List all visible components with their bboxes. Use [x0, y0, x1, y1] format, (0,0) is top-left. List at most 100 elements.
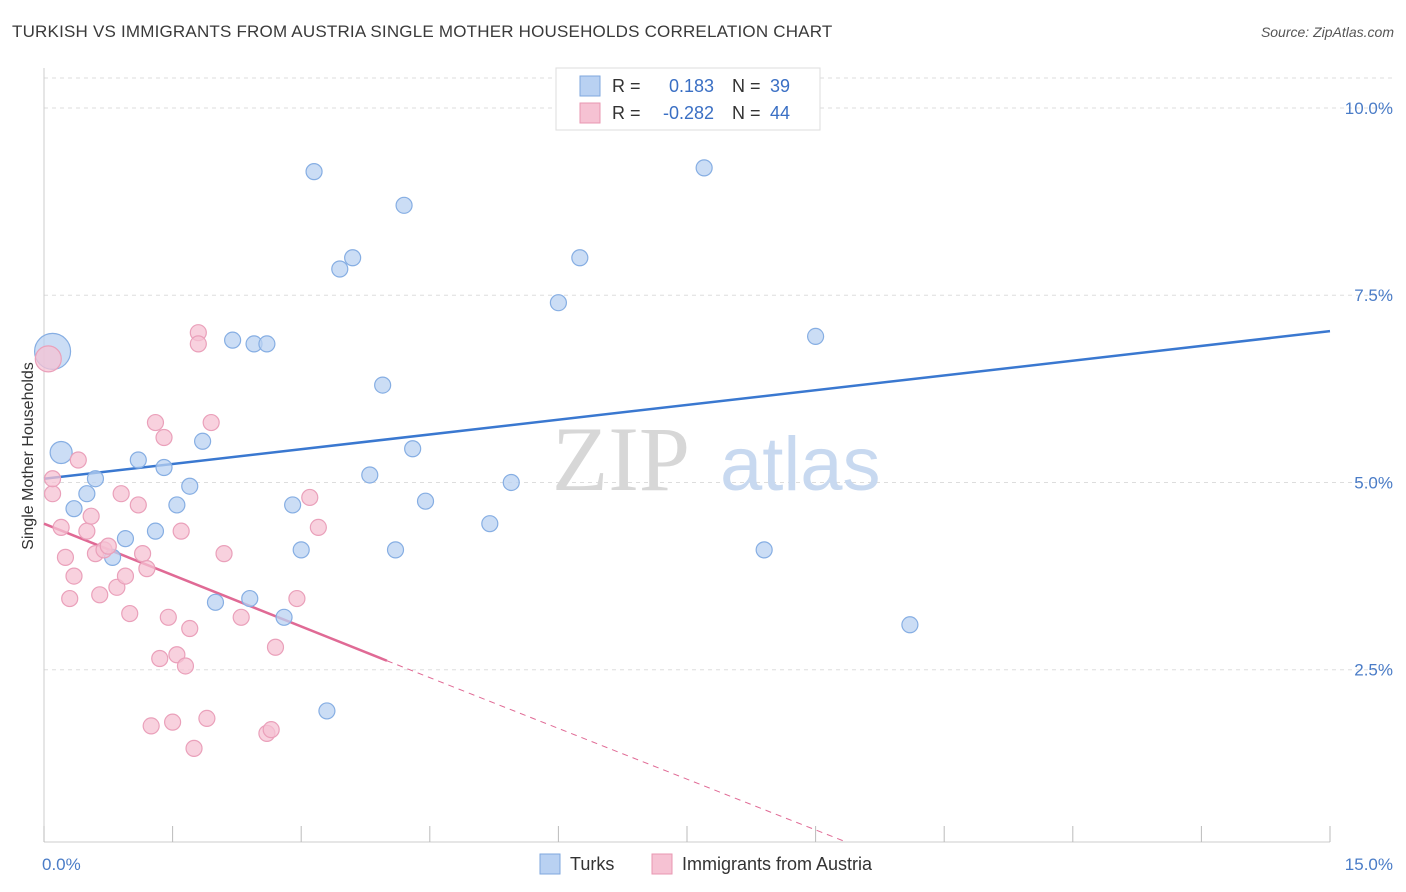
data-point — [198, 709, 216, 728]
data-point — [301, 488, 319, 507]
data-point — [172, 522, 190, 540]
data-point — [129, 496, 147, 514]
legend-n-value-2: 44 — [770, 103, 790, 123]
data-point — [318, 702, 336, 720]
data-point — [395, 196, 413, 214]
data-point — [52, 518, 70, 537]
data-point — [129, 451, 147, 469]
data-point — [133, 545, 152, 563]
data-point — [146, 522, 165, 540]
data-point — [695, 159, 713, 177]
data-point — [258, 335, 276, 353]
data-point — [155, 458, 173, 477]
data-point — [181, 477, 199, 495]
data-point — [571, 249, 589, 267]
data-point — [168, 496, 186, 514]
data-point — [224, 331, 242, 349]
data-point — [901, 616, 919, 634]
data-point — [262, 721, 280, 739]
data-point — [206, 593, 225, 611]
data-point — [159, 608, 177, 626]
data-points — [33, 159, 919, 757]
legend-r-value-2: -0.282 — [663, 103, 714, 123]
legend-n-label-1: N = — [732, 76, 761, 96]
chart-title: TURKISH VS IMMIGRANTS FROM AUSTRIA SINGL… — [12, 22, 833, 41]
data-point — [116, 530, 135, 548]
data-point — [121, 604, 139, 623]
data-point — [202, 413, 220, 432]
data-point — [61, 589, 79, 608]
data-point — [69, 451, 87, 469]
data-point — [305, 163, 323, 181]
data-point — [416, 492, 435, 510]
data-point — [404, 440, 422, 458]
data-point — [292, 541, 310, 559]
y-tick-label: 2.5% — [1354, 661, 1393, 680]
y-tick-label: 5.0% — [1354, 473, 1393, 492]
trend-line-austria-extension — [386, 660, 847, 843]
data-point — [142, 717, 160, 735]
data-point — [116, 567, 135, 585]
data-point — [86, 470, 105, 488]
data-point — [138, 560, 156, 578]
watermark-zip: ZIP — [552, 408, 690, 510]
data-point — [91, 586, 109, 604]
legend-n-label-2: N = — [732, 103, 761, 123]
bottom-legend: Turks Immigrants from Austria — [539, 853, 873, 875]
data-point — [34, 345, 62, 373]
data-point — [65, 567, 83, 585]
data-point — [241, 589, 259, 608]
data-point — [549, 294, 568, 312]
data-point — [502, 473, 520, 492]
data-point — [82, 507, 100, 525]
legend-r-label-1: R = — [612, 76, 641, 96]
series-immigrants-from-austria — [34, 324, 327, 757]
data-point — [284, 496, 302, 514]
data-point — [481, 515, 499, 533]
data-point — [806, 327, 825, 346]
data-point — [146, 413, 165, 432]
y-tick-label: 10.0% — [1345, 99, 1393, 118]
data-point — [112, 485, 130, 503]
data-point — [43, 470, 62, 488]
data-point — [232, 608, 250, 626]
data-point — [78, 485, 96, 503]
data-point — [185, 739, 203, 757]
data-point — [309, 518, 327, 537]
bottom-legend-label-austria: Immigrants from Austria — [682, 854, 873, 874]
x-tick-label-min: 0.0% — [42, 855, 81, 874]
axes — [43, 68, 1331, 843]
data-point — [43, 485, 62, 503]
data-point — [99, 537, 117, 555]
data-point — [151, 649, 169, 668]
data-point — [344, 249, 362, 267]
data-point — [181, 619, 199, 638]
data-point — [164, 713, 182, 731]
data-point — [189, 335, 207, 353]
data-point — [56, 548, 75, 566]
watermark-atlas: atlas — [720, 422, 881, 507]
legend-r-label-2: R = — [612, 103, 641, 123]
data-point — [215, 545, 233, 563]
data-point — [361, 466, 379, 484]
data-point — [65, 500, 83, 518]
data-point — [194, 432, 212, 450]
legend: R = 0.183 N = 39 R = -0.282 N = 44 — [555, 67, 821, 131]
y-axis-label: Single Mother Households — [20, 362, 37, 550]
y-tick-label: 7.5% — [1354, 286, 1393, 305]
data-point — [78, 522, 96, 540]
bottom-legend-swatch-turks — [539, 853, 561, 875]
bottom-legend-label-turks: Turks — [570, 854, 614, 874]
data-point — [386, 541, 405, 559]
y-tick-labels: 2.5% 5.0% 7.5% 10.0% — [1345, 99, 1393, 680]
source-label: Source: ZipAtlas.com — [1260, 24, 1394, 40]
legend-n-value-1: 39 — [770, 76, 790, 96]
watermark: ZIP atlas — [552, 408, 881, 510]
data-point — [374, 376, 392, 394]
data-point — [155, 428, 173, 447]
data-point — [288, 589, 306, 608]
legend-swatch-turks — [579, 75, 601, 97]
data-point — [176, 657, 195, 675]
legend-swatch-austria — [579, 102, 601, 124]
